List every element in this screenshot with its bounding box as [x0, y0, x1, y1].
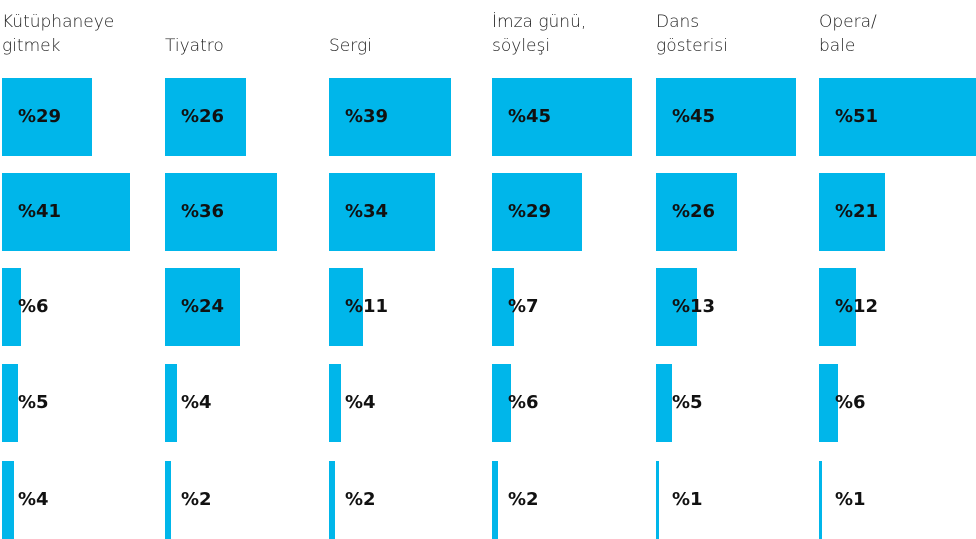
bar: [329, 78, 451, 156]
bar: [329, 268, 364, 346]
value-label: %34: [345, 201, 389, 222]
value-label: %1: [835, 489, 866, 510]
bar: [165, 268, 240, 346]
value-label: %1: [672, 489, 703, 510]
value-label: %51: [835, 106, 879, 127]
bar: [656, 364, 672, 442]
value-label: %5: [18, 392, 49, 413]
value-label: %41: [18, 201, 62, 222]
value-label: %11: [345, 296, 389, 317]
panel-title: Tiyatro: [165, 36, 224, 56]
value-label: %36: [181, 201, 225, 222]
value-label: %24: [181, 296, 225, 317]
value-label: %12: [835, 296, 879, 317]
bar: [2, 364, 18, 442]
bar: [165, 173, 278, 251]
bar: [165, 78, 247, 156]
bar: [819, 173, 885, 251]
value-label: %2: [508, 489, 539, 510]
value-label: %6: [18, 296, 49, 317]
panel-title: Sergi: [329, 36, 372, 56]
value-label: %4: [181, 392, 212, 413]
bar: [2, 461, 15, 539]
panel-title: Dans gösterisi: [656, 12, 728, 56]
value-label: %4: [345, 392, 376, 413]
value-label: %26: [181, 106, 225, 127]
bar: [492, 268, 514, 346]
value-label: %29: [508, 201, 552, 222]
bar: [2, 78, 93, 156]
value-label: %29: [18, 106, 62, 127]
panel-title: Opera/ bale: [819, 12, 877, 56]
bar: [819, 78, 976, 156]
value-label: %2: [345, 489, 376, 510]
value-label: %7: [508, 296, 539, 317]
value-label: %2: [181, 489, 212, 510]
value-label: %21: [835, 201, 879, 222]
value-label: %13: [672, 296, 716, 317]
value-label: %26: [672, 201, 716, 222]
bar: [2, 173, 130, 251]
bar: [492, 364, 511, 442]
bar: [819, 268, 857, 346]
panel-title: İmza günü, söyleşi: [492, 12, 587, 56]
bar: [329, 364, 342, 442]
value-label: %6: [835, 392, 866, 413]
bar: [819, 364, 838, 442]
value-label: %45: [672, 106, 716, 127]
bar: [656, 461, 660, 539]
bar: [165, 364, 178, 442]
bar: [2, 268, 21, 346]
bar: [656, 268, 697, 346]
bar: [656, 173, 738, 251]
bar: [492, 78, 633, 156]
bar: [819, 461, 823, 539]
value-label: %45: [508, 106, 552, 127]
value-label: %4: [18, 489, 49, 510]
bar: [492, 461, 499, 539]
value-label: %39: [345, 106, 389, 127]
bar: [656, 78, 797, 156]
value-label: %6: [508, 392, 539, 413]
bar: [329, 173, 436, 251]
bar: [492, 173, 583, 251]
bar: [165, 461, 172, 539]
value-label: %5: [672, 392, 703, 413]
panel-title: Kütüphaneye gitmek: [2, 12, 115, 56]
bar: [329, 461, 336, 539]
